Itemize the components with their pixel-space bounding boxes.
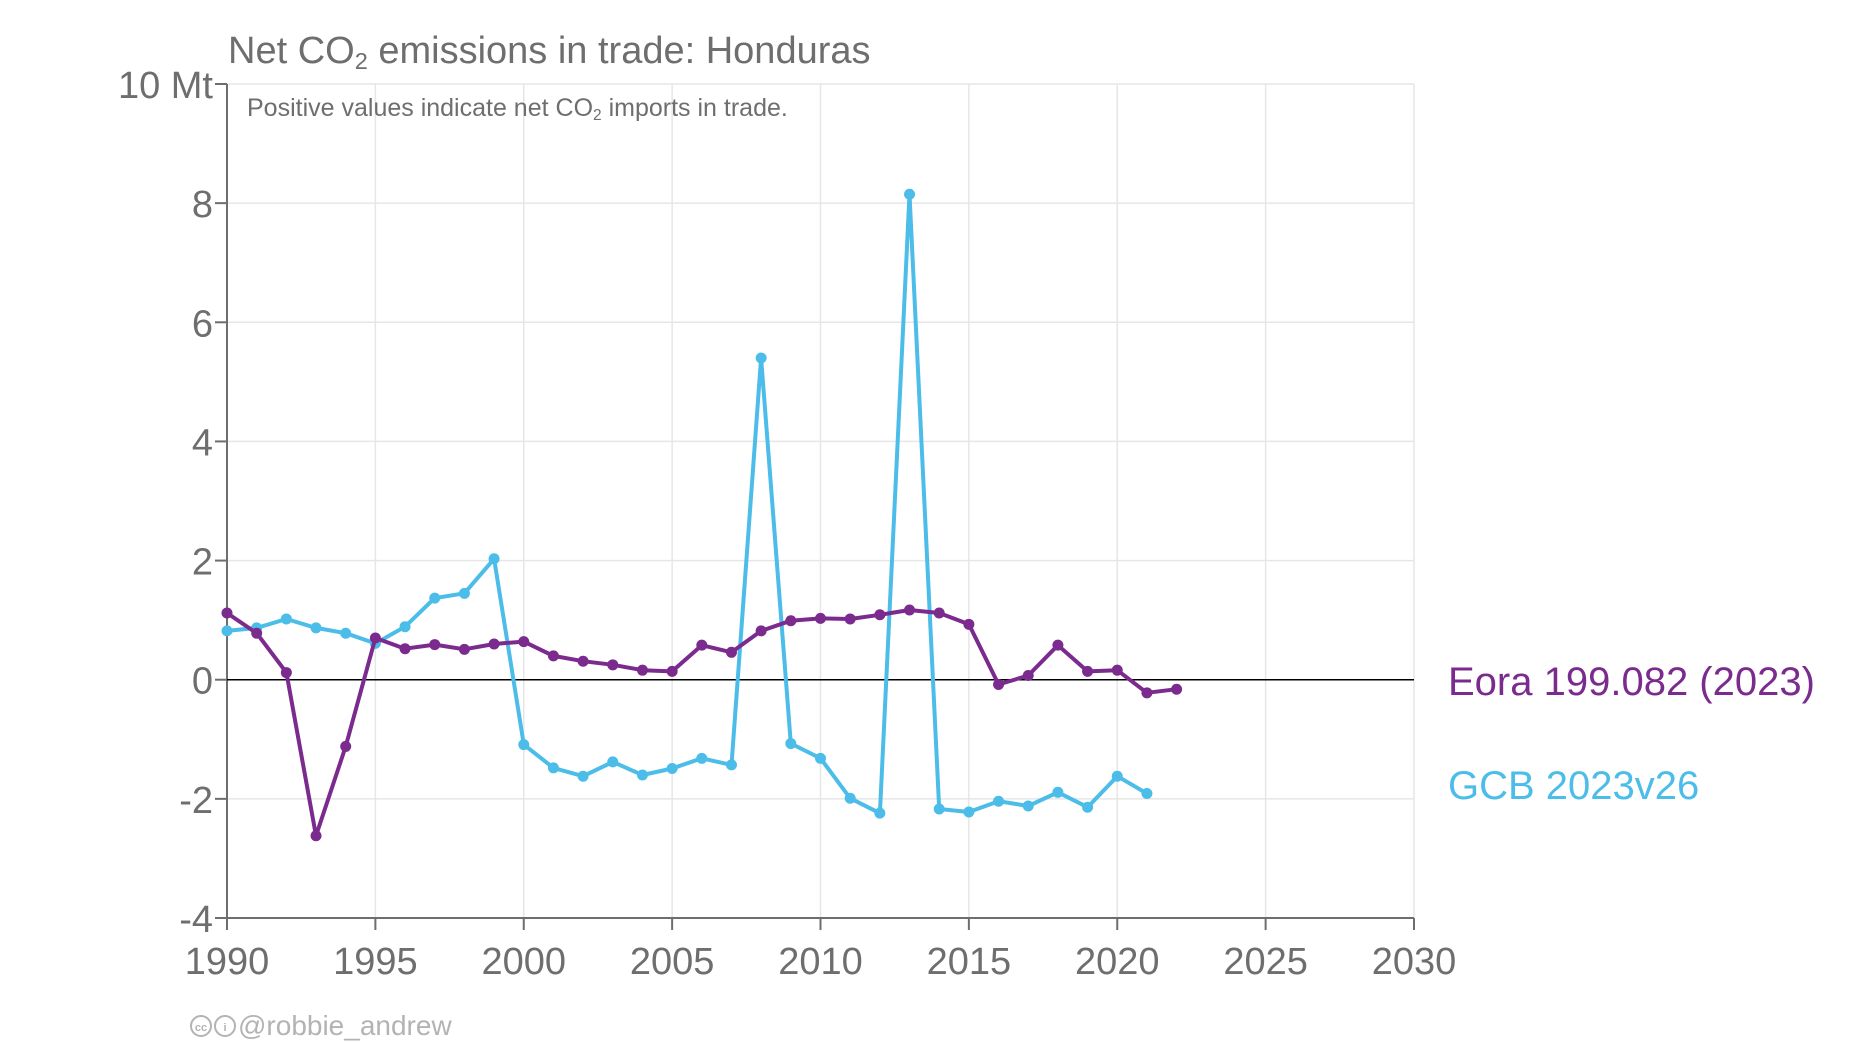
data-point-eora [963,618,975,630]
x-tick-label: 1990 [185,941,270,983]
data-point-gcb [993,795,1005,807]
data-point-eora [666,665,678,677]
data-point-gcb [221,625,233,637]
data-point-gcb [904,188,916,200]
data-point-gcb [933,803,945,815]
y-tick-label: 8 [192,184,213,226]
x-tick-label: 2000 [481,941,566,983]
x-tick-label: 2010 [778,941,863,983]
data-point-eora [458,643,470,655]
data-point-eora [1052,639,1064,651]
x-tick-label: 2025 [1223,941,1308,983]
cc-icon: cc [190,1015,212,1037]
data-point-eora [310,830,322,842]
data-point-eora [1141,687,1153,699]
data-point-gcb [636,769,648,781]
data-point-eora [904,604,916,616]
chart-subtitle: Positive values indicate net CO2 imports… [247,94,788,124]
data-point-eora [221,607,233,619]
data-point-eora [844,613,856,625]
data-point-gcb [1052,786,1064,798]
legend-gcb: GCB 2023v26 [1448,764,1700,808]
data-point-eora [577,655,589,667]
data-point-gcb [429,592,441,604]
y-tick-label: 0 [192,661,213,703]
data-point-gcb [310,622,322,634]
x-tick-label: 2030 [1372,941,1457,983]
x-tick-label: 2015 [927,941,1012,983]
data-point-eora [993,678,1005,690]
by-icon: i [214,1015,236,1037]
data-point-gcb [458,587,470,599]
data-point-gcb [785,737,797,749]
series-layer [221,188,1183,842]
data-point-eora [399,643,411,655]
chart-title: Net CO2 emissions in trade: Honduras [228,30,871,74]
data-point-gcb [547,762,559,774]
credit-handle: @robbie_andrew [238,1010,452,1041]
credit: cc i @robbie_andrew [190,1010,452,1042]
x-tick-label: 2020 [1075,941,1160,983]
data-point-gcb [1082,801,1094,813]
data-point-gcb [607,756,619,768]
data-point-gcb [399,621,411,633]
data-point-eora [488,638,500,650]
x-tick-label: 2005 [630,941,715,983]
legend-eora: Eora 199.082 (2023) [1448,660,1815,704]
data-point-gcb [1022,800,1034,812]
data-point-gcb [696,752,708,764]
x-tick-label: 1995 [333,941,418,983]
y-tick-label: 4 [192,422,213,464]
data-point-eora [725,646,737,658]
data-point-gcb [280,613,292,625]
data-point-eora [280,667,292,679]
data-point-eora [933,607,945,619]
y-tick-label: 10 Mt [118,65,213,107]
data-point-eora [1111,664,1123,676]
y-tick-label: -4 [179,899,213,941]
data-point-gcb [755,352,767,364]
data-point-gcb [577,770,589,782]
data-point-eora [755,625,767,637]
data-point-eora [547,650,559,662]
data-point-eora [1171,683,1183,695]
data-point-gcb [844,792,856,804]
data-point-gcb [1141,787,1153,799]
y-tick-label: 2 [192,542,213,584]
series-line-gcb [225,192,1149,816]
data-point-gcb [815,752,826,764]
y-tick-label: -2 [179,780,213,822]
axes: -4 -2 0 2 4 6 8 10 Mt 1990 1995 2000 2005 2010 2015 20… [118,65,1456,983]
data-point-gcb [963,806,975,818]
data-point-gcb [488,553,500,565]
grid [227,83,1415,918]
data-point-eora [874,609,886,621]
data-point-gcb [1111,770,1123,782]
data-point-eora [607,659,619,671]
y-tick-label: 6 [192,303,213,345]
data-point-gcb [340,627,352,639]
data-point-eora [696,639,708,651]
data-point-eora [636,664,648,676]
data-point-eora [815,612,826,624]
data-point-eora [518,636,530,648]
data-point-eora [1022,670,1034,682]
data-point-eora [785,615,797,627]
data-point-gcb [666,762,678,774]
data-point-gcb [874,807,886,819]
data-point-eora [429,639,441,651]
data-point-eora [1082,665,1094,677]
data-point-eora [369,632,381,644]
data-point-gcb [518,739,530,751]
data-point-eora [251,627,263,639]
data-point-gcb [725,759,737,771]
data-point-eora [340,740,352,752]
